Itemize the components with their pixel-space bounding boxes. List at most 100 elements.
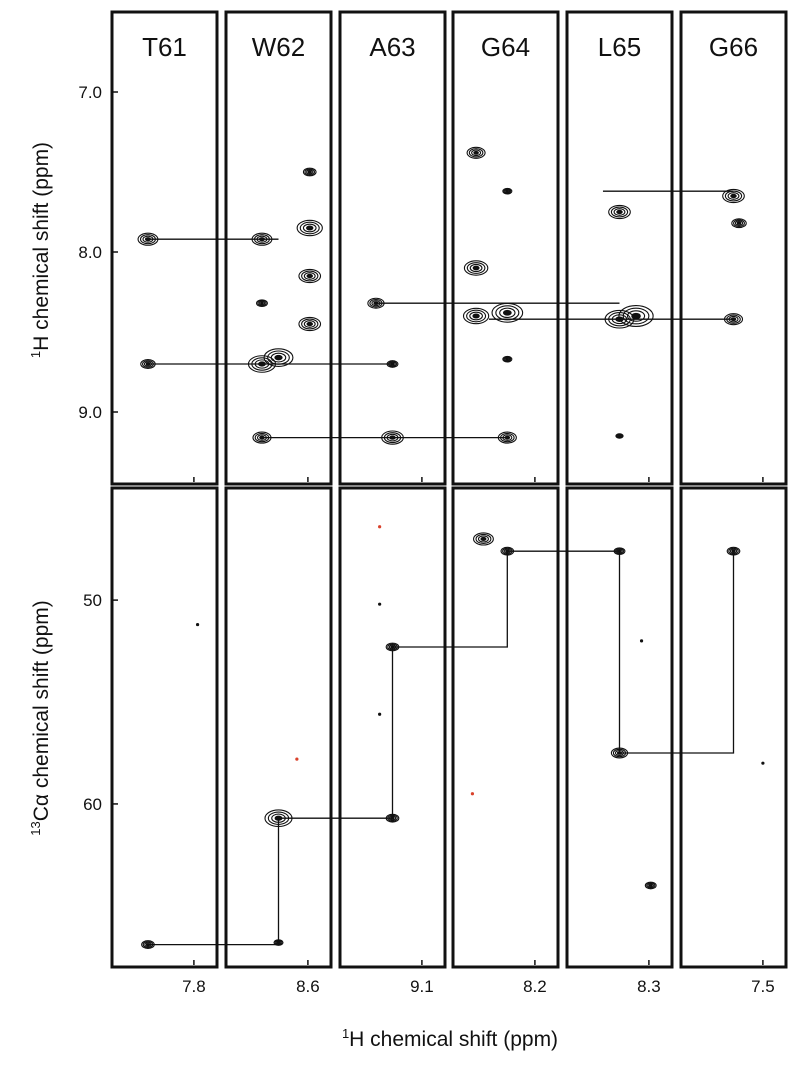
top-peak-8-contour	[301, 270, 319, 282]
top-peak-10-contour	[304, 168, 316, 176]
strip-frame-top-G64	[451, 10, 560, 486]
strip-frame-bottom-A63	[338, 486, 447, 969]
top-peak-12-contour	[386, 360, 399, 368]
bottom-y-axis-label-alpha: α	[30, 794, 53, 806]
top-peak-23-contour	[626, 310, 646, 322]
x-tick-label-A63: 9.1	[410, 977, 434, 996]
bottom-peak-8-contour	[614, 749, 625, 757]
bottom-peak-6-contour	[502, 547, 513, 555]
top-peak-3-contour	[258, 301, 266, 306]
top-peak-11-contour	[371, 300, 381, 307]
top-peak-0-contour	[139, 234, 156, 245]
bottom-peak-2-contour	[273, 939, 284, 946]
strip-label-T61: T61	[142, 32, 187, 62]
top-peak-0-core	[145, 237, 151, 241]
bottom-peak-0-contour	[142, 941, 154, 949]
bottom-peak-6-contour	[503, 548, 512, 554]
bottom-peak-1-contour	[264, 809, 293, 828]
bottom-peak-2-core	[277, 941, 280, 944]
top-peak-13-contour	[386, 433, 399, 442]
top-peak-26	[731, 218, 747, 229]
top-peak-24-contour	[616, 433, 623, 439]
top-peak-7	[296, 219, 323, 237]
top-y-axis-label-sup: 1	[28, 351, 43, 358]
top-peak-9-contour	[301, 318, 319, 330]
bottom-y-axis-label-rest: chemical shift (ppm)	[30, 600, 53, 794]
bottom-y-axis-label-sup: 13	[28, 821, 43, 835]
top-peak-22-contour	[604, 309, 635, 329]
top-peak-12-contour	[387, 360, 398, 368]
top-peak-2	[251, 232, 273, 246]
strip-frame-bottom-T61	[110, 486, 219, 969]
top-peak-11-contour	[369, 298, 383, 308]
top-peak-6-contour	[256, 434, 268, 441]
bottom-peak-4-contour	[387, 643, 398, 651]
strip-frame-top-L65	[565, 10, 674, 486]
bottom-peak-5	[473, 532, 494, 546]
strip-frame-bottom-L65	[565, 486, 674, 969]
bottom-peak-7-core	[618, 550, 621, 553]
top-peak-1-contour	[145, 362, 151, 366]
top-peak-4-core	[258, 361, 266, 367]
top-y-axis-label-text: H chemical shift (ppm)	[30, 142, 53, 351]
top-peak-20-contour	[497, 431, 517, 444]
x-axis-label-sup: 1	[342, 1026, 349, 1041]
top-peak-10-core	[308, 171, 312, 173]
top-peak-14-core	[473, 151, 479, 155]
bottom-peak-5-core	[480, 537, 486, 541]
top-peak-15-core	[473, 266, 480, 270]
top-peak-8-contour	[298, 268, 322, 284]
top-peak-3-contour	[256, 299, 268, 308]
top-peak-25-core	[730, 194, 737, 198]
top-peak-7-contour	[296, 219, 323, 237]
bottom-peak-4-contour	[385, 642, 400, 652]
top-peak-17-contour	[499, 307, 516, 319]
bottom-y-axis-label: 13Cα chemical shift (ppm)	[28, 600, 53, 836]
strip-frame-top-G66	[679, 10, 788, 486]
y-tick-label-top: 7.0	[78, 83, 102, 102]
top-peak-2-contour	[256, 235, 268, 243]
top-peak-1-core	[146, 362, 150, 366]
y-tick-label-top: 8.0	[78, 243, 102, 262]
top-peak-5-core	[274, 355, 283, 360]
top-peak-3	[256, 299, 268, 308]
strip-label-G66: G66	[709, 32, 758, 62]
bottom-peak-8	[610, 747, 629, 759]
top-peak-20	[497, 431, 517, 444]
bottom-peak-6-core	[505, 550, 509, 553]
bottom-peak-4-core	[390, 646, 395, 648]
top-peak-5-contour	[267, 350, 290, 365]
top-peak-19	[502, 355, 513, 363]
top-peak-14-contour	[468, 148, 484, 158]
bottom-peak-10-core	[731, 550, 736, 553]
bottom-peak-6	[500, 546, 515, 556]
top-peak-25-contour	[722, 188, 745, 204]
top-peak-13-contour	[383, 432, 402, 444]
top-peak-21-contour	[608, 204, 631, 220]
top-peak-18-contour	[504, 189, 511, 194]
top-peak-19-contour	[502, 355, 513, 363]
bottom-peak-8-core	[617, 751, 622, 755]
noise-dot-1	[378, 525, 382, 529]
bottom-peak-5-contour	[477, 535, 489, 543]
top-peak-25-contour	[727, 192, 740, 200]
top-peak-0-contour	[137, 232, 159, 246]
strip-frame-top-A63	[338, 10, 447, 486]
top-peak-8-core	[307, 274, 313, 278]
bottom-connection-3	[507, 550, 621, 753]
top-peak-25-contour	[724, 190, 743, 202]
top-peak-19-contour	[503, 356, 512, 362]
top-peak-5-contour	[263, 348, 294, 367]
bottom-peak-1-contour	[271, 813, 286, 823]
top-peak-7-contour	[302, 223, 317, 233]
top-peak-2-core	[259, 237, 265, 241]
top-peak-3-contour	[257, 300, 267, 307]
top-peak-0	[137, 232, 159, 246]
bottom-peak-2-contour	[275, 940, 282, 945]
top-peak-24-core	[618, 435, 621, 437]
bottom-peak-5-contour	[473, 532, 494, 546]
x-tick-label-L65: 8.3	[637, 977, 661, 996]
x-tick-label-G66: 7.5	[751, 977, 775, 996]
bottom-peak-7-contour	[616, 548, 623, 554]
top-peak-20-contour	[502, 434, 513, 441]
